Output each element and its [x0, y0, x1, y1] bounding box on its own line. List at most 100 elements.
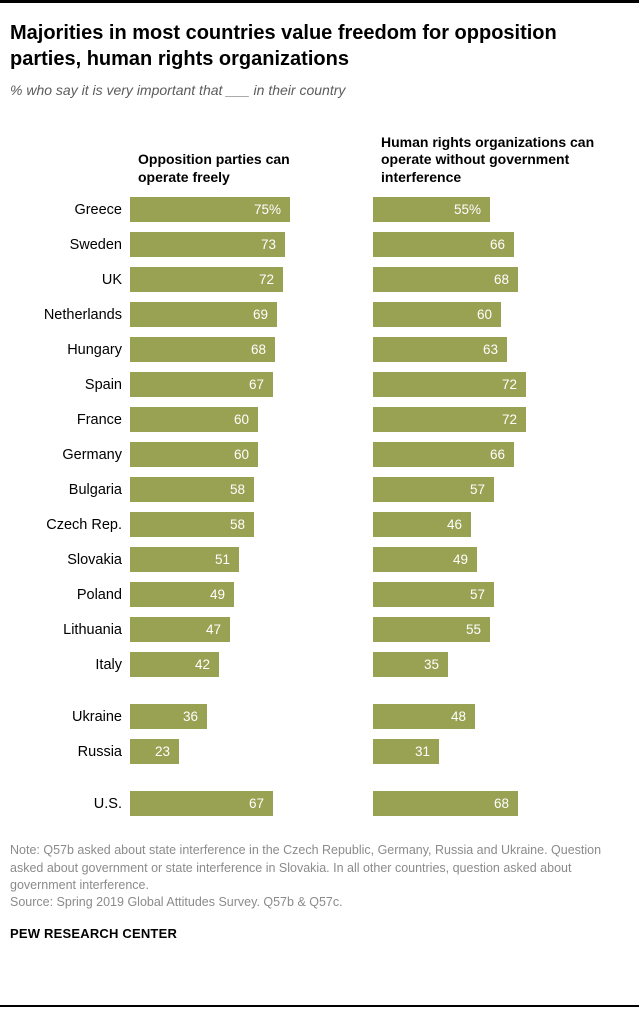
bar-opposition: 58 — [130, 512, 254, 538]
bar-cell-opposition: 42 — [130, 652, 373, 678]
bar-value-label: 68 — [493, 796, 509, 812]
chart-row: Russia 23 31 — [10, 739, 629, 765]
bar-cell-opposition: 51 — [130, 547, 373, 573]
bar-human_rights: 57 — [373, 582, 494, 608]
bar-human_rights: 72 — [373, 372, 526, 398]
bar-human_rights: 63 — [373, 337, 507, 363]
bar-value-label: 72 — [501, 377, 517, 393]
country-label: U.S. — [93, 795, 122, 812]
chart-group-european-countries: Greece 75% 55% Sweden 73 66 UK 72 68 Netherlands 6… — [10, 197, 629, 678]
chart-row: Poland 49 57 — [10, 582, 629, 608]
bar-cell-opposition: 60 — [130, 407, 373, 433]
bar-human_rights: 60 — [373, 302, 501, 328]
bar-human_rights: 72 — [373, 407, 526, 433]
bar-opposition: 73 — [130, 232, 285, 258]
bar-value-label: 31 — [414, 744, 430, 760]
bar-cell-opposition: 72 — [130, 267, 373, 293]
bar-value-label: 60 — [233, 447, 249, 463]
chart-row: Slovakia 51 49 — [10, 547, 629, 573]
bar-value-label: 48 — [450, 709, 466, 725]
bar-opposition: 67 — [130, 791, 273, 817]
country-label: France — [76, 411, 122, 428]
country-label: Ukraine — [72, 708, 122, 725]
bar-value-label: 42 — [194, 657, 210, 673]
bar-cell-opposition: 69 — [130, 302, 373, 328]
bar-cell-opposition: 23 — [130, 739, 373, 765]
country-label: Lithuania — [63, 621, 122, 638]
bar-opposition: 42 — [130, 652, 219, 678]
country-label: Netherlands — [43, 306, 122, 323]
bar-value-label: 49 — [452, 552, 468, 568]
bar-opposition: 69 — [130, 302, 277, 328]
bar-value-label: 58 — [229, 517, 245, 533]
bar-value-label: 57 — [469, 482, 485, 498]
bar-opposition: 49 — [130, 582, 234, 608]
country-label: Germany — [62, 446, 122, 463]
series-1-header: Opposition parties can operate freely — [138, 151, 290, 185]
chart-row: Spain 67 72 — [10, 372, 629, 398]
bar-cell-opposition: 67 — [130, 372, 373, 398]
bar-opposition: 68 — [130, 337, 275, 363]
series-2-header: Human rights organizations can operate w… — [381, 133, 595, 185]
chart-row: Netherlands 69 60 — [10, 302, 629, 328]
bar-cell-human_rights: 31 — [373, 739, 629, 765]
chart-row: Germany 60 66 — [10, 442, 629, 468]
top-divider — [0, 0, 639, 3]
bar-cell-human_rights: 57 — [373, 582, 629, 608]
bar-value-label: 72 — [258, 272, 274, 288]
bar-human_rights: 55 — [373, 617, 490, 643]
column-headers: Opposition parties can operate freely Hu… — [10, 134, 629, 187]
chart-rows: Greece 75% 55% Sweden 73 66 UK 72 68 Netherlands 6… — [10, 197, 629, 817]
bar-cell-opposition: 68 — [130, 337, 373, 363]
bar-opposition: 47 — [130, 617, 230, 643]
bar-cell-human_rights: 63 — [373, 337, 629, 363]
bar-human_rights: 48 — [373, 704, 475, 730]
bar-cell-opposition: 58 — [130, 477, 373, 503]
chart-group-us: U.S. 67 68 — [10, 791, 629, 817]
country-label: Greece — [74, 201, 122, 218]
bar-cell-human_rights: 60 — [373, 302, 629, 328]
bar-opposition: 67 — [130, 372, 273, 398]
bar-opposition: 75% — [130, 197, 290, 223]
chart-group-ukraine-russia: Ukraine 36 48 Russia 23 31 — [10, 704, 629, 765]
bar-value-label: 72 — [501, 412, 517, 428]
bar-value-label: 46 — [446, 517, 462, 533]
bar-value-label: 55 — [465, 622, 481, 638]
bar-cell-human_rights: 55 — [373, 617, 629, 643]
bar-human_rights: 66 — [373, 232, 514, 258]
bar-value-label: 60 — [476, 307, 492, 323]
bar-human_rights: 49 — [373, 547, 477, 573]
bar-cell-human_rights: 46 — [373, 512, 629, 538]
bar-value-label: 67 — [248, 377, 264, 393]
bottom-divider — [0, 1005, 639, 1007]
bar-human_rights: 46 — [373, 512, 471, 538]
bar-human_rights: 68 — [373, 267, 518, 293]
country-label: Italy — [95, 656, 122, 673]
chart-row: UK 72 68 — [10, 267, 629, 293]
country-label: Bulgaria — [68, 481, 122, 498]
country-label: Czech Rep. — [46, 516, 122, 533]
note-text: Note: Q57b asked about state interferenc… — [10, 843, 602, 892]
bar-opposition: 60 — [130, 442, 258, 468]
bar-human_rights: 31 — [373, 739, 439, 765]
bar-opposition: 60 — [130, 407, 258, 433]
chart-row: U.S. 67 68 — [10, 791, 629, 817]
bar-cell-opposition: 47 — [130, 617, 373, 643]
footer: Note: Q57b asked about state interferenc… — [10, 842, 629, 941]
bar-opposition: 36 — [130, 704, 207, 730]
bar-cell-opposition: 67 — [130, 791, 373, 817]
bar-cell-opposition: 73 — [130, 232, 373, 258]
bar-human_rights: 66 — [373, 442, 514, 468]
country-label: Russia — [77, 743, 122, 760]
chart-row: Italy 42 35 — [10, 652, 629, 678]
chart-row: Sweden 73 66 — [10, 232, 629, 258]
bar-value-label: 35 — [423, 657, 439, 673]
chart-row: France 60 72 — [10, 407, 629, 433]
bar-value-label: 36 — [182, 709, 198, 725]
bar-value-label: 63 — [482, 342, 498, 358]
bar-human_rights: 68 — [373, 791, 518, 817]
country-label: UK — [101, 271, 122, 288]
bar-value-label: 66 — [489, 237, 505, 253]
bar-value-label: 47 — [205, 622, 221, 638]
